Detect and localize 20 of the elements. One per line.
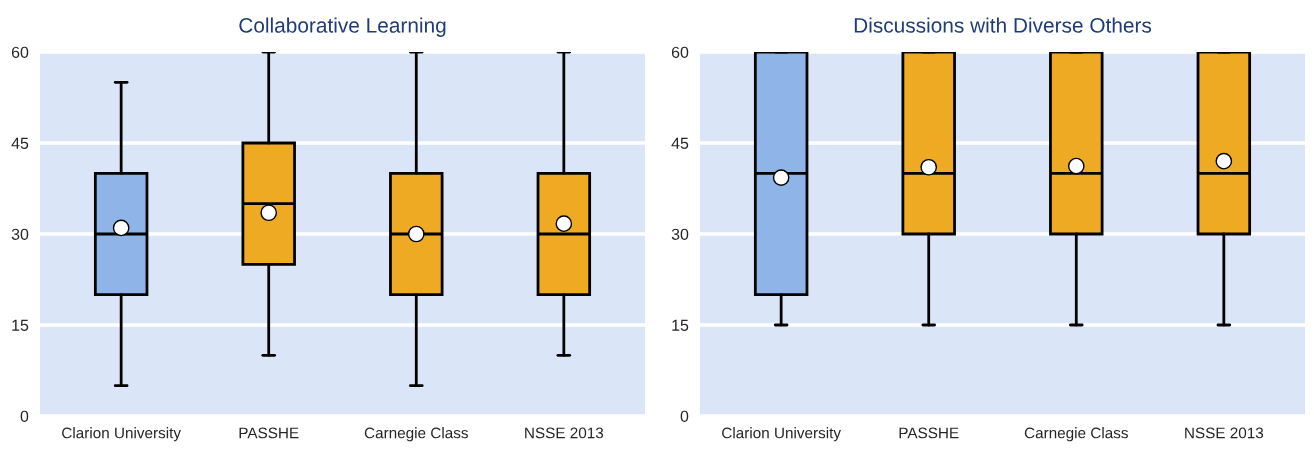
y-tick-label: 15	[12, 319, 29, 331]
y-tick-label: 60	[11, 46, 29, 58]
y-tick-label: 30	[11, 228, 29, 240]
x-tick-label: PASSHE	[239, 427, 299, 439]
y-tick-label: 15	[672, 319, 689, 331]
y-tick-label: 45	[11, 137, 29, 149]
chart-title: Collaborative Learning	[239, 17, 446, 37]
x-tick-label: NSSE 2013	[525, 427, 604, 439]
x-tick-label: Clarion University	[722, 427, 841, 442]
y-tick-label: 30	[671, 228, 689, 240]
x-tick-label: Carnegie Class	[364, 427, 468, 442]
y-tick-label: 0	[20, 410, 29, 422]
y-tick-label: 60	[671, 46, 689, 58]
x-tick-label: PASSHE	[899, 427, 959, 439]
x-tick-label: Clarion University	[62, 427, 181, 442]
y-tick-label: 45	[671, 137, 689, 149]
x-tick-label: NSSE 2013	[1185, 427, 1264, 439]
y-tick-label: 0	[680, 410, 689, 422]
x-tick-label: Carnegie Class	[1024, 427, 1128, 442]
chart-title: Discussions with Diverse Others	[854, 17, 1152, 33]
